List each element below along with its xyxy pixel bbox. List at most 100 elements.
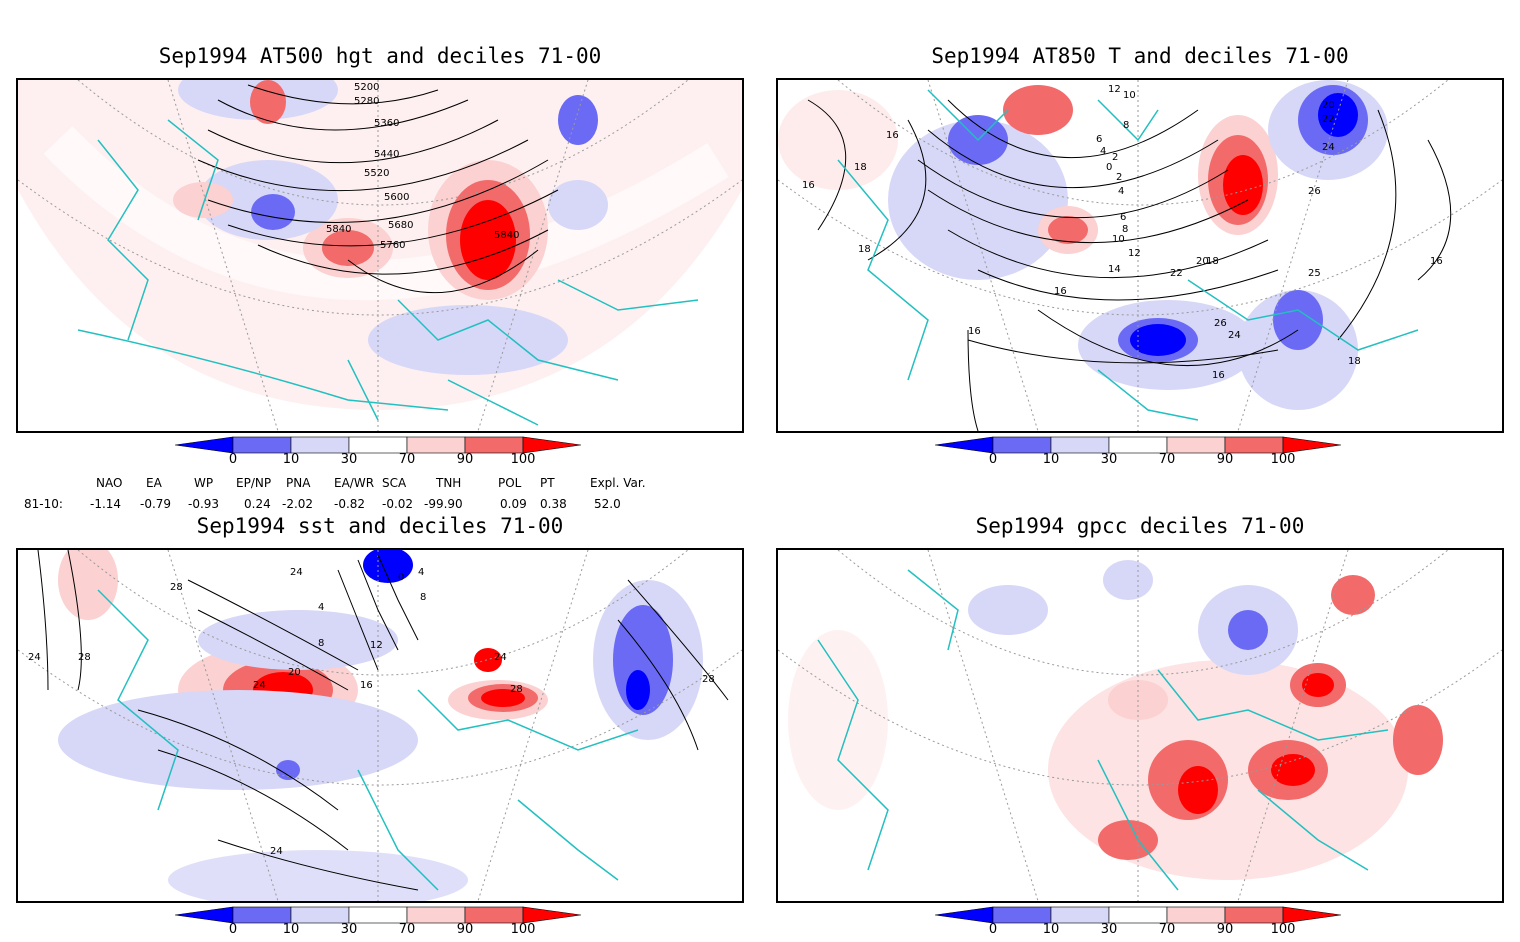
contour-label: 28 bbox=[702, 674, 715, 685]
map-gpcc-graphic bbox=[778, 550, 1502, 901]
contour-label: 5680 bbox=[388, 220, 413, 231]
colorbar-tick: 90 bbox=[456, 452, 474, 467]
colorbar-swatch bbox=[464, 436, 524, 454]
contour-label: 24 bbox=[290, 567, 303, 578]
colorbar-swatch bbox=[348, 436, 408, 454]
colorbar-swatch bbox=[1224, 436, 1284, 454]
colorbar-swatches bbox=[175, 906, 582, 924]
index-value: 52.0 bbox=[594, 497, 621, 511]
index-header: PT bbox=[540, 476, 555, 490]
contour-label: 18 bbox=[858, 244, 871, 255]
contour-label: 16 bbox=[1054, 286, 1067, 297]
map-panel-sst: 24 28 24 28 12 16 20 24 8 4 0 4 8 24 28 … bbox=[16, 548, 744, 903]
index-value: -0.82 bbox=[334, 497, 366, 511]
colorbar-swatch bbox=[992, 436, 1052, 454]
contour-label: 5200 bbox=[354, 82, 379, 93]
contour-label: 5840 bbox=[326, 224, 351, 235]
contour-label: 5760 bbox=[380, 240, 405, 251]
colorbar-swatch bbox=[232, 436, 292, 454]
contour-label: 14 bbox=[1108, 264, 1121, 275]
panel-title-sst: Sep1994 sst and deciles 71-00 bbox=[196, 514, 564, 538]
colorbar-arrow-high bbox=[1282, 906, 1342, 924]
colorbar-swatch bbox=[290, 436, 350, 454]
panel-title-gpcc: Sep1994 gpcc deciles 71-00 bbox=[975, 514, 1305, 538]
colorbar-tick: 10 bbox=[282, 452, 300, 467]
contour-label: 5520 bbox=[364, 168, 389, 179]
contour-label: 20 bbox=[1322, 100, 1335, 111]
colorbar-swatch bbox=[1224, 906, 1284, 924]
contour-label: 16 bbox=[360, 680, 373, 691]
contour-label: 16 bbox=[1430, 256, 1443, 267]
colorbar-swatches bbox=[935, 436, 1342, 454]
contour-label: 16 bbox=[968, 326, 981, 337]
contour-label: 24 bbox=[494, 652, 507, 663]
colorbar-swatch bbox=[1108, 906, 1168, 924]
contour-label: 24 bbox=[1228, 330, 1241, 341]
colorbar-tick: 30 bbox=[1100, 922, 1118, 937]
panel-title-hgt500: Sep1994 AT500 hgt and deciles 71-00 bbox=[158, 44, 602, 68]
colorbar-arrow-low bbox=[935, 436, 994, 454]
index-value: -2.02 bbox=[282, 497, 314, 511]
colorbar-arrow-high bbox=[522, 436, 582, 454]
colorbar-tick: 10 bbox=[282, 922, 300, 937]
contour-label: 5280 bbox=[354, 96, 379, 107]
colorbar-tick: 10 bbox=[1042, 922, 1060, 937]
contour-label: 8 bbox=[318, 638, 324, 649]
colorbar-arrow-low bbox=[935, 906, 994, 924]
colorbar-tick: 0 bbox=[228, 452, 238, 467]
index-value: -99.90 bbox=[424, 497, 463, 511]
index-value: -0.93 bbox=[188, 497, 220, 511]
contour-label: 4 bbox=[318, 602, 324, 613]
panel-title-t850: Sep1994 AT850 T and deciles 71-00 bbox=[931, 44, 1349, 68]
contour-label: 10 bbox=[1123, 90, 1136, 101]
colorbar-tick: 100 bbox=[510, 452, 536, 467]
contour-label: 16 bbox=[1212, 370, 1225, 381]
index-header: WP bbox=[194, 476, 214, 490]
colorbar-arrow-high bbox=[522, 906, 582, 924]
colorbar-tick: 100 bbox=[1270, 922, 1296, 937]
contour-label: 2 bbox=[1112, 152, 1118, 163]
contour-label: 12 bbox=[1128, 248, 1141, 259]
contour-label: 26 bbox=[1308, 186, 1321, 197]
colorbar-tick: 100 bbox=[510, 922, 536, 937]
index-header: TNH bbox=[436, 476, 462, 490]
colorbar-arrow-high bbox=[1282, 436, 1342, 454]
contour-label: 5360 bbox=[374, 118, 399, 129]
colorbar-tick: 10 bbox=[1042, 452, 1060, 467]
index-value: 0.09 bbox=[500, 497, 527, 511]
colorbar-swatch bbox=[290, 906, 350, 924]
index-row-label: 81-10: bbox=[24, 497, 63, 511]
colorbar-tick: 70 bbox=[1158, 452, 1176, 467]
index-header: EA/WR bbox=[334, 476, 375, 490]
colorbar-arrow-low bbox=[175, 436, 234, 454]
index-header: PNA bbox=[286, 476, 311, 490]
map-t850-graphic: 12 10 8 6 4 2 0 2 4 6 8 10 12 14 16 18 1… bbox=[778, 80, 1502, 431]
contour-label: 2 bbox=[1116, 172, 1122, 183]
contour-label: 0 bbox=[1106, 162, 1112, 173]
colorbar-swatch bbox=[1166, 436, 1226, 454]
map-panel-gpcc bbox=[776, 548, 1504, 903]
contour-label: 16 bbox=[802, 180, 815, 191]
contour-label: 4 bbox=[1100, 146, 1106, 157]
contour-label: 22 bbox=[1322, 114, 1335, 125]
index-header: POL bbox=[498, 476, 522, 490]
contour-label: 28 bbox=[510, 684, 523, 695]
contour-label: 24 bbox=[270, 846, 283, 857]
colorbar-tick: 90 bbox=[456, 922, 474, 937]
index-value: -1.14 bbox=[90, 497, 122, 511]
index-value: -0.79 bbox=[140, 497, 172, 511]
contour-label: 28 bbox=[78, 652, 91, 663]
contour-label: 24 bbox=[28, 652, 41, 663]
index-value: 0.38 bbox=[540, 497, 567, 511]
contour-label: 6 bbox=[1120, 212, 1126, 223]
contour-label: 18 bbox=[1206, 256, 1219, 267]
contour-label: 4 bbox=[418, 567, 424, 578]
contour-label: 16 bbox=[886, 130, 899, 141]
colorbar-swatch bbox=[406, 906, 466, 924]
colorbar-top-left: 0 10 30 70 90 100 bbox=[175, 436, 595, 472]
colorbar-tick: 30 bbox=[340, 922, 358, 937]
colorbar-swatch bbox=[1108, 436, 1168, 454]
colorbar-swatch bbox=[1050, 436, 1110, 454]
colorbar-swatch bbox=[992, 906, 1052, 924]
colorbar-tick: 70 bbox=[398, 452, 416, 467]
